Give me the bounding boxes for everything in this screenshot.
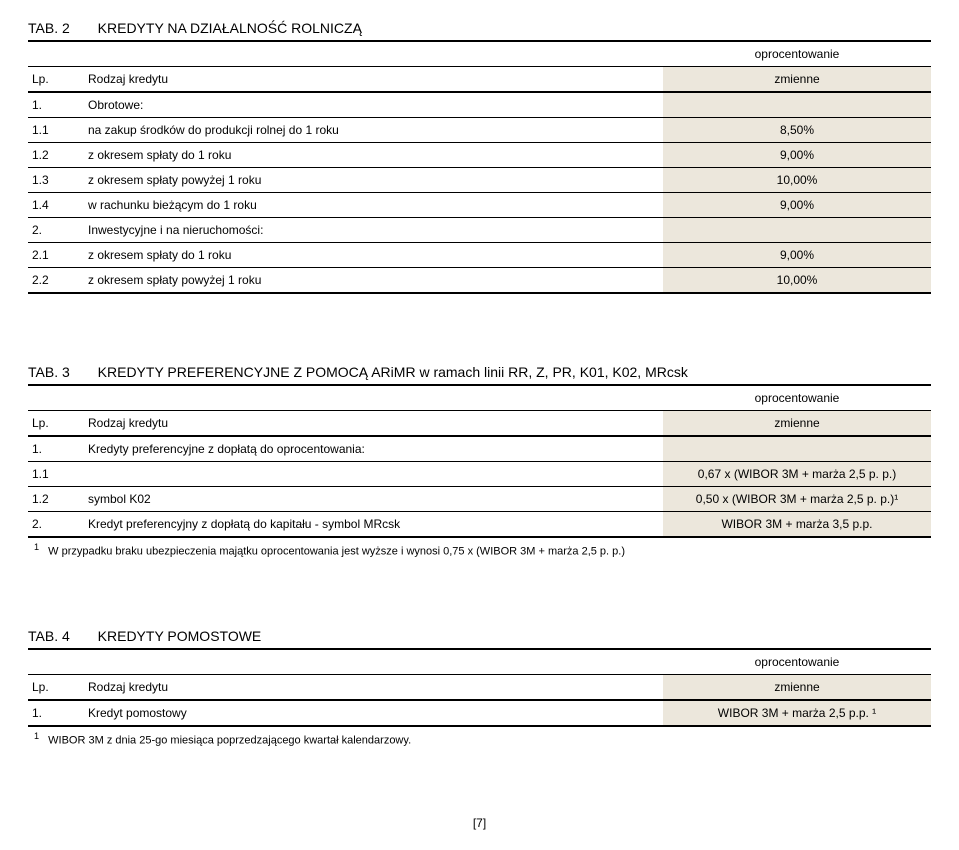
tab3-header-row2: Lp. Rodzaj kredytu zmienne <box>28 411 931 437</box>
tab2-title-text: KREDYTY NA DZIAŁALNOŚĆ ROLNICZĄ <box>98 20 362 36</box>
tab3-header-lp: Lp. <box>28 411 84 437</box>
tab2-header-empty2 <box>84 41 663 67</box>
tab3-header-rodzaj: Rodzaj kredytu <box>84 411 663 437</box>
tab3-row0-val <box>663 436 931 462</box>
tab4-header-empty1 <box>28 649 84 675</box>
table-row: 2.1 z okresem spłaty do 1 roku 9,00% <box>28 243 931 268</box>
tab2-row3-desc: z okresem spłaty powyżej 1 roku <box>84 168 663 193</box>
tab2-row1-lp: 1.1 <box>28 118 84 143</box>
table-row: 2. Kredyt preferencyjny z dopłatą do kap… <box>28 512 931 538</box>
tab4-header-rodzaj: Rodzaj kredytu <box>84 674 663 700</box>
tab2-header-row1: oprocentowanie <box>28 41 931 67</box>
tab2-row2-desc: z okresem spłaty do 1 roku <box>84 143 663 168</box>
table-row: 1. Obrotowe: <box>28 92 931 118</box>
page-number: [7] <box>28 816 931 830</box>
tab2-row1-desc: na zakup środków do produkcji rolnej do … <box>84 118 663 143</box>
table-row: 2. Inwestycyjne i na nieruchomości: <box>28 218 931 243</box>
tab3-header-empty1 <box>28 385 84 411</box>
tab3-row3-lp: 2. <box>28 512 84 538</box>
tab4-footnote: 1 WIBOR 3M z dnia 25-go miesiąca poprzed… <box>28 731 931 747</box>
tab2-row5-lp: 2. <box>28 218 84 243</box>
tab4-header-row2: Lp. Rodzaj kredytu zmienne <box>28 674 931 700</box>
tab4-title-prefix: TAB. 4 <box>28 628 70 644</box>
table-row: 1. Kredyt pomostowy WIBOR 3M + marża 2,5… <box>28 700 931 726</box>
tab4-row0-lp: 1. <box>28 700 84 726</box>
tab4-title: TAB. 4 KREDYTY POMOSTOWE <box>28 628 931 644</box>
table-row: 1. Kredyty preferencyjne z dopłatą do op… <box>28 436 931 462</box>
tab2-header-zmienne: zmienne <box>663 67 931 93</box>
tab2-header-lp: Lp. <box>28 67 84 93</box>
tab2-row5-val <box>663 218 931 243</box>
tab3-title-prefix: TAB. 3 <box>28 364 70 380</box>
tab3-row1-desc <box>84 462 663 487</box>
tab2-row6-lp: 2.1 <box>28 243 84 268</box>
tab2-row7-val: 10,00% <box>663 268 931 294</box>
tab3-header-row1: oprocentowanie <box>28 385 931 411</box>
tab2-section: TAB. 2 KREDYTY NA DZIAŁALNOŚĆ ROLNICZĄ o… <box>28 20 931 294</box>
tab4-header-zmienne: zmienne <box>663 674 931 700</box>
tab2-row0-val <box>663 92 931 118</box>
tab2-row5-desc: Inwestycyjne i na nieruchomości: <box>84 218 663 243</box>
tab2-row4-desc: w rachunku bieżącym do 1 roku <box>84 193 663 218</box>
tab3-row3-desc: Kredyt preferencyjny z dopłatą do kapita… <box>84 512 663 538</box>
tab3-header-empty2 <box>84 385 663 411</box>
table-row: 1.2 z okresem spłaty do 1 roku 9,00% <box>28 143 931 168</box>
tab4-footnote-text: WIBOR 3M z dnia 25-go miesiąca poprzedza… <box>48 734 411 746</box>
tab3-title-text: KREDYTY PREFERENCYJNE Z POMOCĄ ARiMR w r… <box>98 364 688 380</box>
table-row: 1.1 0,67 x (WIBOR 3M + marża 2,5 p. p.) <box>28 462 931 487</box>
tab3-footnote: 1 W przypadku braku ubezpieczenia majątk… <box>28 542 931 558</box>
tab3-header-oprocent: oprocentowanie <box>663 385 931 411</box>
tab2-header-oprocent: oprocentowanie <box>663 41 931 67</box>
tab3-section: TAB. 3 KREDYTY PREFERENCYJNE Z POMOCĄ AR… <box>28 364 931 558</box>
tab2-table: oprocentowanie Lp. Rodzaj kredytu zmienn… <box>28 40 931 294</box>
tab2-row6-val: 9,00% <box>663 243 931 268</box>
tab4-title-text: KREDYTY POMOSTOWE <box>98 628 262 644</box>
tab4-header-oprocent: oprocentowanie <box>663 649 931 675</box>
tab3-footnote-text: W przypadku braku ubezpieczenia majątku … <box>48 546 625 558</box>
tab3-row2-desc: symbol K02 <box>84 487 663 512</box>
tab2-header-row2: Lp. Rodzaj kredytu zmienne <box>28 67 931 93</box>
tab2-title-prefix: TAB. 2 <box>28 20 70 36</box>
tab4-row0-desc: Kredyt pomostowy <box>84 700 663 726</box>
tab3-row3-val: WIBOR 3M + marża 3,5 p.p. <box>663 512 931 538</box>
tab3-row0-desc: Kredyty preferencyjne z dopłatą do oproc… <box>84 436 663 462</box>
tab2-row7-lp: 2.2 <box>28 268 84 294</box>
table-row: 1.3 z okresem spłaty powyżej 1 roku 10,0… <box>28 168 931 193</box>
tab2-row7-desc: z okresem spłaty powyżej 1 roku <box>84 268 663 294</box>
tab3-table: oprocentowanie Lp. Rodzaj kredytu zmienn… <box>28 384 931 538</box>
tab2-title: TAB. 2 KREDYTY NA DZIAŁALNOŚĆ ROLNICZĄ <box>28 20 931 36</box>
tab2-row4-lp: 1.4 <box>28 193 84 218</box>
tab3-row2-val: 0,50 x (WIBOR 3M + marża 2,5 p. p.)¹ <box>663 487 931 512</box>
tab4-row0-val: WIBOR 3M + marża 2,5 p.p. ¹ <box>663 700 931 726</box>
tab2-row6-desc: z okresem spłaty do 1 roku <box>84 243 663 268</box>
tab3-title: TAB. 3 KREDYTY PREFERENCYJNE Z POMOCĄ AR… <box>28 364 931 380</box>
tab3-footnote-marker: 1 <box>34 542 39 552</box>
tab2-row1-val: 8,50% <box>663 118 931 143</box>
tab2-row2-lp: 1.2 <box>28 143 84 168</box>
table-row: 1.1 na zakup środków do produkcji rolnej… <box>28 118 931 143</box>
tab3-row1-lp: 1.1 <box>28 462 84 487</box>
tab2-row2-val: 9,00% <box>663 143 931 168</box>
tab4-table: oprocentowanie Lp. Rodzaj kredytu zmienn… <box>28 648 931 727</box>
tab4-header-lp: Lp. <box>28 674 84 700</box>
tab2-row0-lp: 1. <box>28 92 84 118</box>
tab2-row3-val: 10,00% <box>663 168 931 193</box>
table-row: 2.2 z okresem spłaty powyżej 1 roku 10,0… <box>28 268 931 294</box>
tab4-footnote-marker: 1 <box>34 731 39 741</box>
tab4-header-empty2 <box>84 649 663 675</box>
tab3-row0-lp: 1. <box>28 436 84 462</box>
tab2-row3-lp: 1.3 <box>28 168 84 193</box>
tab4-section: TAB. 4 KREDYTY POMOSTOWE oprocentowanie … <box>28 628 931 747</box>
tab3-header-zmienne: zmienne <box>663 411 931 437</box>
tab2-row4-val: 9,00% <box>663 193 931 218</box>
tab4-header-row1: oprocentowanie <box>28 649 931 675</box>
tab2-header-rodzaj: Rodzaj kredytu <box>84 67 663 93</box>
table-row: 1.4 w rachunku bieżącym do 1 roku 9,00% <box>28 193 931 218</box>
tab3-row2-lp: 1.2 <box>28 487 84 512</box>
tab2-header-empty1 <box>28 41 84 67</box>
table-row: 1.2 symbol K02 0,50 x (WIBOR 3M + marża … <box>28 487 931 512</box>
tab3-row1-val: 0,67 x (WIBOR 3M + marża 2,5 p. p.) <box>663 462 931 487</box>
tab2-row0-desc: Obrotowe: <box>84 92 663 118</box>
